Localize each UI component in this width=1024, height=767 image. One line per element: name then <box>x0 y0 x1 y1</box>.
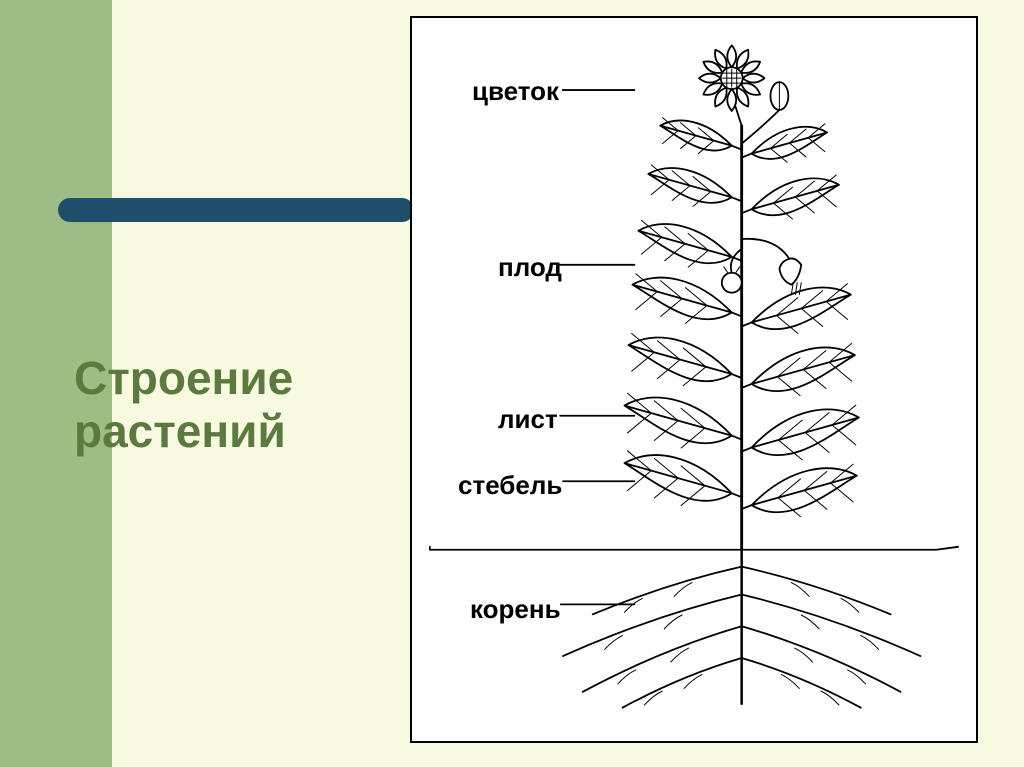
label-stem-text: стебель <box>458 470 562 500</box>
slide: Строение растений цветок плод лист стебе… <box>0 0 1024 767</box>
content-area: Строение растений цветок плод лист стебе… <box>0 0 1024 767</box>
label-flower: цветок <box>472 76 559 107</box>
label-leaf-text: лист <box>498 404 558 434</box>
label-root: корень <box>470 594 561 625</box>
label-stem: стебель <box>458 470 562 501</box>
title-line-1: Строение <box>74 352 293 404</box>
plant-diagram-frame: цветок плод лист стебель корень <box>410 16 978 743</box>
plant-diagram-svg <box>412 18 976 741</box>
label-root-text: корень <box>470 594 561 624</box>
accent-bar <box>58 198 414 222</box>
label-fruit-text: плод <box>498 252 562 282</box>
label-leaf: лист <box>498 404 558 435</box>
title-line-2: растений <box>74 405 286 457</box>
label-fruit: плод <box>498 252 562 283</box>
label-flower-text: цветок <box>472 76 559 106</box>
slide-title: Строение растений <box>74 352 293 458</box>
